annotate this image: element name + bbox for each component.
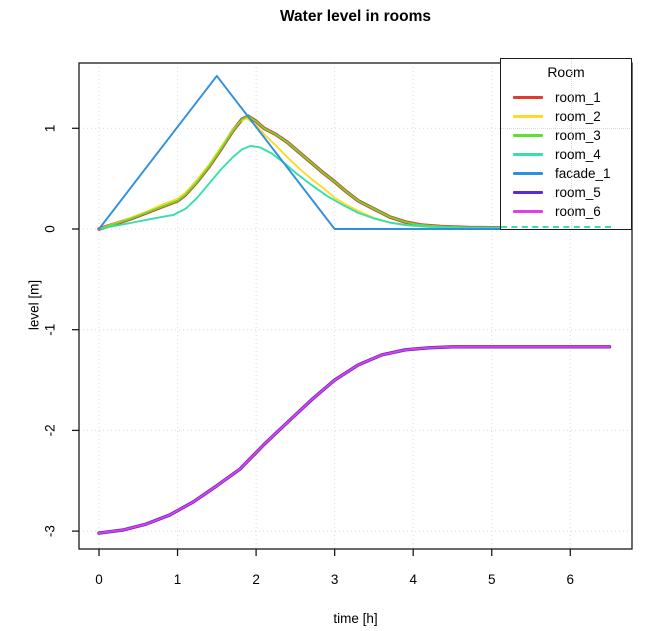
legend-swatch-room_2 [513,115,543,118]
legend-swatch-room_4 [513,153,543,156]
legend-label: room_3 [555,128,601,143]
chart-title: Water level in rooms [279,8,432,25]
legend-label: room_6 [555,204,601,219]
legend-swatch-room_5 [513,191,543,194]
series-room_4-line [98,144,611,230]
x-tick-label: 5 [488,572,496,587]
y-tick-label: -3 [43,525,58,537]
y-tick-label: 1 [43,125,58,133]
zero-level-line-through-legend [501,226,611,228]
legend-item-room_6: room_6 [501,202,631,221]
series-room_3-line [98,115,611,230]
legend-swatch-room_1 [513,96,543,99]
x-axis-label: time [h] [333,611,378,626]
legend-item-facade_1: facade_1 [501,164,631,183]
legend-item-room_2: room_2 [501,107,631,126]
legend-item-room_1: room_1 [501,88,631,107]
legend-swatch-room_3 [513,134,543,137]
legend-label: room_2 [555,109,601,124]
legend-label: room_4 [555,147,601,162]
legend-swatch-room_6 [513,210,543,213]
legend-box: Room room_1 room_2 room_3 room_4 facade_1 roo… [500,58,632,230]
x-tick-label: 4 [409,572,417,587]
legend-title: Room [547,64,585,80]
series-room_5-line [97,345,612,535]
legend-label: facade_1 [555,166,611,181]
legend-item-room_4: room_4 [501,145,631,164]
plot-border [78,62,633,550]
x-tick-label: 6 [567,572,575,587]
x-tick-label: 0 [95,572,103,587]
legend-swatch-facade_1 [513,172,543,175]
y-tick-label: 0 [43,225,58,233]
legend-item-room_3: room_3 [501,126,631,145]
series-facade_1-line [98,74,611,230]
legend-label: room_5 [555,185,601,200]
y-tick-label: -2 [43,424,58,436]
x-tick-label: 3 [331,572,339,587]
legend-item-room_5: room_5 [501,183,631,202]
x-tick-label: 2 [252,572,260,587]
y-tick-label: -1 [43,324,58,336]
series-room_6-line [98,345,611,535]
y-axis-label: level [m] [26,279,42,331]
legend-label: room_1 [555,90,601,105]
x-tick-label: 1 [174,572,182,587]
